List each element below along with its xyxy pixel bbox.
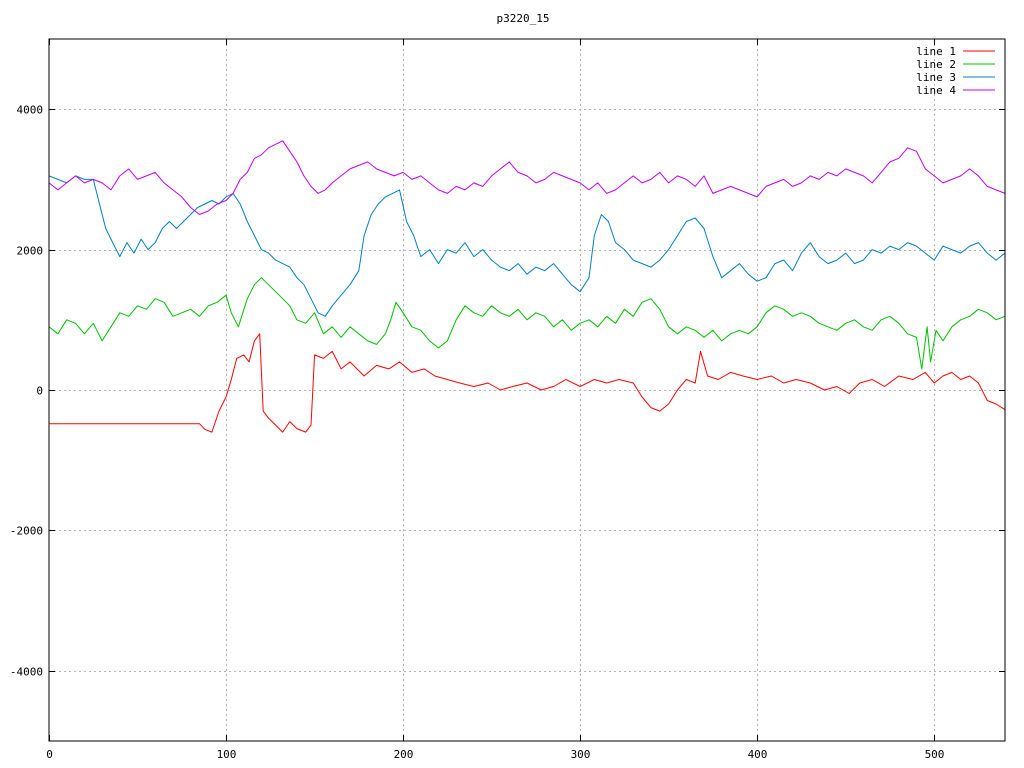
axis-ticks: 0 100 200 300 400 500 -4000 -2000 0 2000 4000 <box>10 39 1005 761</box>
legend-label: line 3 <box>916 71 956 84</box>
grid-lines <box>49 39 1005 741</box>
y-tick-label: 2000 <box>17 245 44 258</box>
series-line-3 <box>48 175 1006 317</box>
y-tick-label: 0 <box>36 385 43 398</box>
x-tick-label: 200 <box>394 748 414 761</box>
y-tick-label: 4000 <box>17 104 44 117</box>
series-line-1 <box>49 333 1006 433</box>
y-tick-label: -2000 <box>10 525 43 538</box>
x-tick-label: 500 <box>925 748 945 761</box>
series-line-4 <box>48 140 1006 215</box>
legend-label: line 4 <box>916 84 956 97</box>
x-tick-label: 0 <box>46 748 53 761</box>
legend-label: line 2 <box>916 58 956 71</box>
legend-label: line 1 <box>916 45 956 58</box>
y-tick-label: -4000 <box>10 666 43 679</box>
x-tick-label: 300 <box>571 748 591 761</box>
x-tick-label: 400 <box>748 748 768 761</box>
plot-frame <box>48 38 1006 742</box>
x-tick-label: 100 <box>217 748 237 761</box>
series-line-2 <box>48 277 1006 370</box>
chart-title: p3220_15 <box>497 12 550 25</box>
series-lines <box>48 140 1006 433</box>
